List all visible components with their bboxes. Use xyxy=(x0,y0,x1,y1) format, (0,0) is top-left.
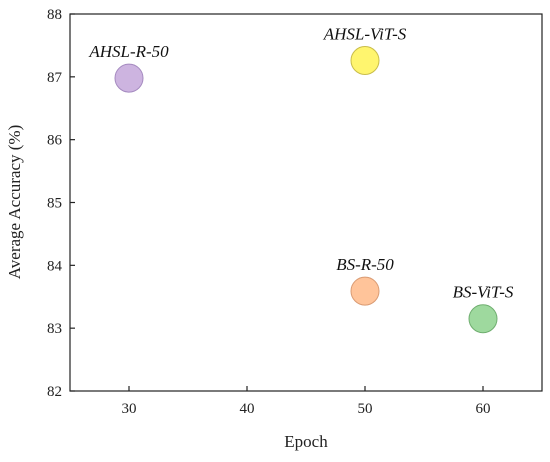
x-tick-label: 40 xyxy=(240,401,255,417)
point-labels: AHSL-R-50 AHSL-ViT-S BS-R-50 BS-ViT-S xyxy=(88,24,514,301)
x-tick-label: 30 xyxy=(122,401,137,417)
y-tick-label: 88 xyxy=(47,7,62,23)
y-axis-title: Average Accuracy (%) xyxy=(5,125,24,279)
data-point xyxy=(350,276,380,306)
data-point-label: AHSL-ViT-S xyxy=(323,24,407,43)
data-point-label: BS-ViT-S xyxy=(453,283,514,302)
x-axis-title: Epoch xyxy=(284,432,328,451)
x-axis: 30 40 50 60 xyxy=(122,386,491,417)
x-tick-label: 50 xyxy=(358,401,373,417)
x-tick-label: 60 xyxy=(476,401,491,417)
data-point xyxy=(468,304,498,334)
data-point xyxy=(350,45,380,75)
y-tick-label: 86 xyxy=(47,133,63,149)
data-points xyxy=(114,45,498,334)
data-point-label: AHSL-R-50 xyxy=(88,42,169,61)
y-tick-label: 85 xyxy=(47,196,62,212)
y-tick-label: 84 xyxy=(47,258,63,274)
data-point-label: BS-R-50 xyxy=(336,255,394,274)
y-tick-label: 87 xyxy=(47,70,63,86)
y-axis: 82 83 84 85 86 87 88 xyxy=(47,7,75,400)
y-tick-label: 83 xyxy=(47,321,62,337)
data-point xyxy=(114,63,144,93)
y-tick-label: 82 xyxy=(47,384,62,400)
